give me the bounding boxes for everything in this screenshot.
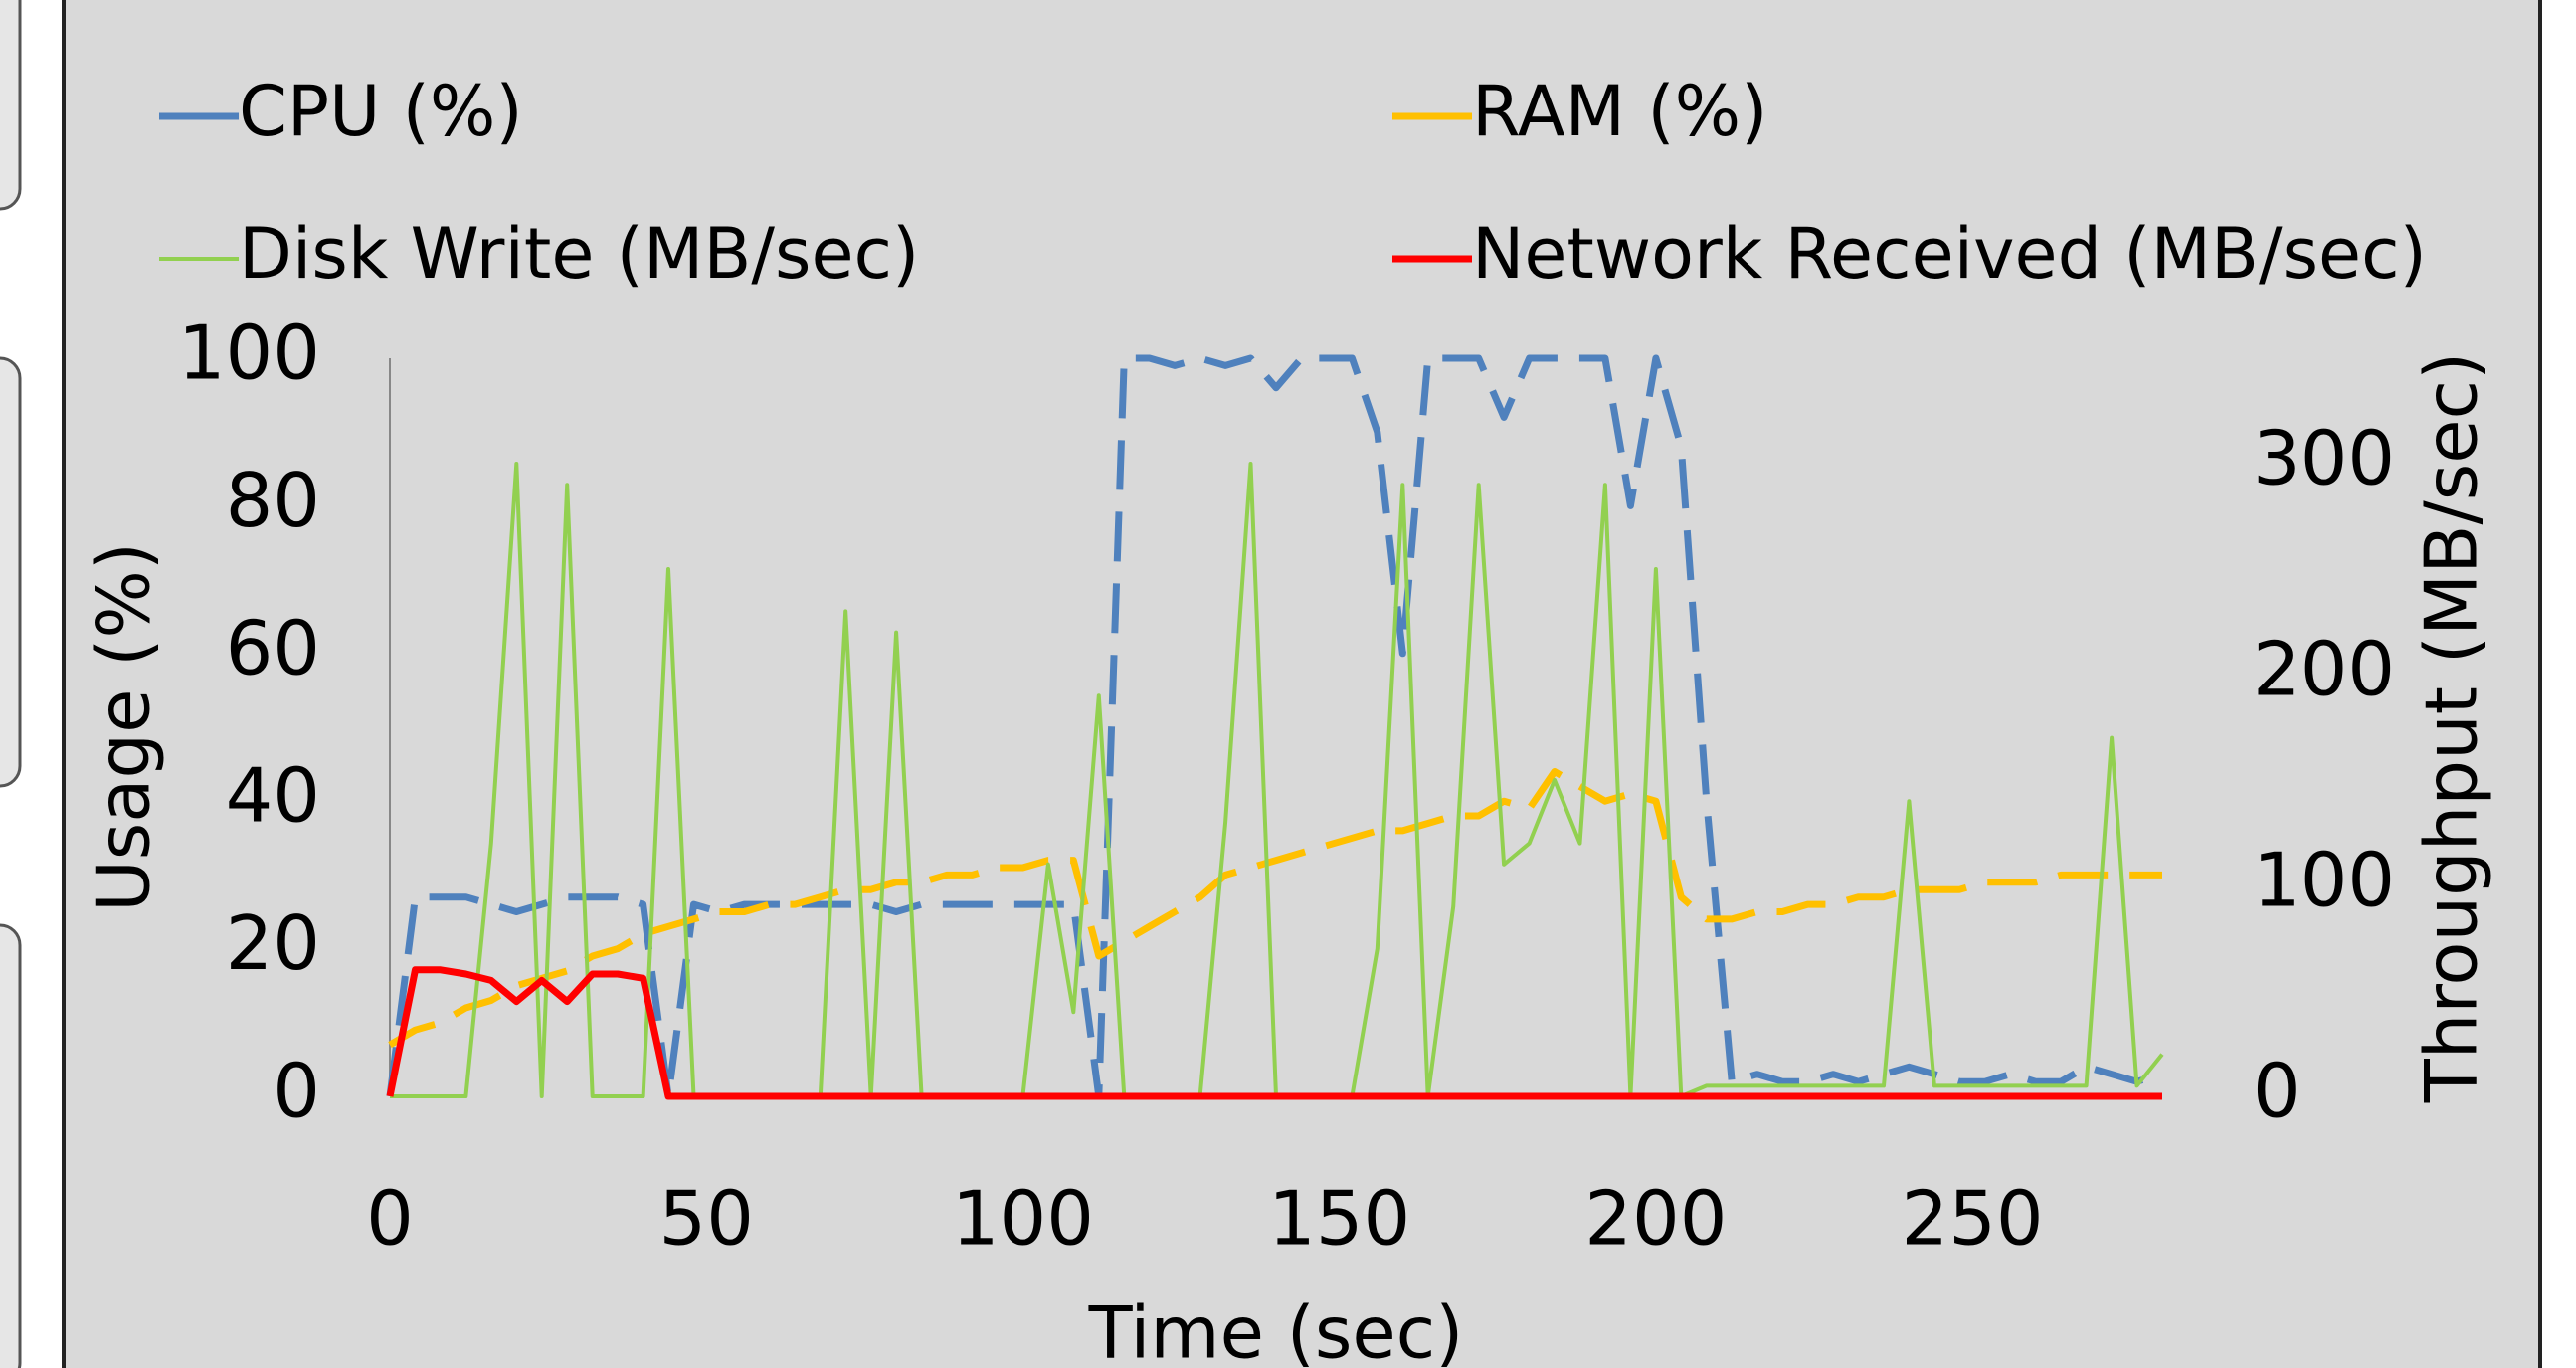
y-tick-label: 0 xyxy=(273,1048,320,1135)
y2-tick-label: 100 xyxy=(2253,837,2395,924)
x-axis-label: Time (sec) xyxy=(1088,1291,1464,1368)
y-tick-label: 40 xyxy=(226,752,320,840)
x-tick-label: 50 xyxy=(658,1175,753,1263)
x-tick-label: 0 xyxy=(366,1175,414,1263)
legend-label: Network Received (MB/sec) xyxy=(1472,213,2427,294)
legend-label: Disk Write (MB/sec) xyxy=(239,213,919,294)
y2-tick-label: 300 xyxy=(2253,415,2395,502)
x-tick-label: 150 xyxy=(1268,1175,1410,1263)
legend-label: RAM (%) xyxy=(1472,71,1767,152)
y-tick-label: 100 xyxy=(178,309,320,397)
cylinder xyxy=(0,358,20,786)
cylinder xyxy=(0,925,20,1368)
decoration xyxy=(0,0,20,1368)
y2-tick-label: 0 xyxy=(2253,1048,2300,1135)
y-tick-label: 80 xyxy=(226,457,320,544)
y-axis-label: Usage (%) xyxy=(83,542,166,912)
x-tick-label: 250 xyxy=(1901,1175,2043,1263)
chart-panel xyxy=(64,0,2540,1368)
y-tick-label: 60 xyxy=(226,604,320,691)
page: Time (sec) Usage (%) Throughput (MB/sec)… xyxy=(0,0,2576,1368)
cylinder xyxy=(0,0,20,209)
x-tick-label: 200 xyxy=(1584,1175,1727,1263)
y-tick-label: 20 xyxy=(226,899,320,987)
legend-label: CPU (%) xyxy=(239,71,523,152)
chart: Time (sec) Usage (%) Throughput (MB/sec)… xyxy=(0,0,2576,1368)
y2-tick-label: 200 xyxy=(2253,626,2395,713)
x-tick-label: 100 xyxy=(952,1175,1094,1263)
y2-axis-label: Throughput (MB/sec) xyxy=(2410,352,2493,1103)
